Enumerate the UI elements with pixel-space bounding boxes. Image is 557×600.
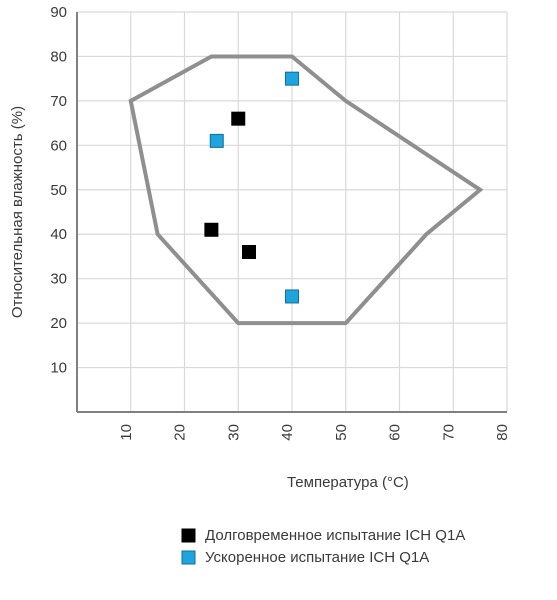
- y-tick-label: 60: [50, 137, 67, 154]
- y-tick-label: 50: [50, 182, 67, 199]
- x-tick-label: 70: [440, 424, 457, 441]
- data-point-accel: [286, 290, 299, 303]
- x-tick-label: 80: [494, 424, 511, 441]
- y-tick-label: 40: [50, 226, 67, 243]
- x-tick-label: 10: [118, 424, 135, 441]
- y-tick-label: 80: [50, 48, 67, 65]
- chart-container: { "chart": { "type": "scatter", "width":…: [0, 0, 557, 600]
- x-tick-label: 30: [225, 424, 242, 441]
- data-point-long: [243, 246, 256, 259]
- x-tick-label: 60: [387, 424, 404, 441]
- y-tick-label: 20: [50, 315, 67, 332]
- legend-swatch-long: [182, 529, 195, 542]
- y-tick-label: 10: [50, 360, 67, 377]
- x-tick-label: 50: [333, 424, 350, 441]
- y-tick-label: 90: [50, 4, 67, 21]
- data-point-long: [205, 223, 218, 236]
- x-tick-label: 20: [172, 424, 189, 441]
- data-point-accel: [210, 134, 223, 147]
- legend-label-accel: Ускоренное испытание ICH Q1A: [205, 549, 429, 566]
- x-tick-label: 40: [279, 424, 296, 441]
- data-point-accel: [286, 72, 299, 85]
- scatter-chart: 10 20 30 40 50 60 70 80 90 10 20 30 40 50 60 70 80 Относи…: [0, 0, 557, 600]
- y-tick-label: 30: [50, 271, 67, 288]
- legend-swatch-accel: [182, 551, 195, 564]
- legend-label-long: Долговременное испытание ICH Q1A: [205, 527, 465, 544]
- data-point-long: [232, 112, 245, 125]
- x-axis-label: Температура (°C): [287, 474, 409, 491]
- y-axis-label: Относительная влажность (%): [9, 106, 26, 318]
- y-tick-label: 70: [50, 93, 67, 110]
- chart-bg: [0, 0, 557, 600]
